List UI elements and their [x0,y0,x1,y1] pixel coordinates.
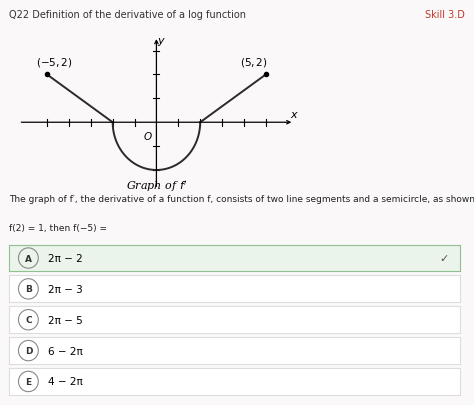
Text: Q22 Definition of the derivative of a log function: Q22 Definition of the derivative of a lo… [9,9,246,19]
Text: $O$: $O$ [143,130,153,142]
Text: C: C [25,315,32,324]
Text: 6 − 2π: 6 − 2π [48,346,82,356]
Text: D: D [25,346,32,355]
Text: 2π − 5: 2π − 5 [48,315,82,325]
Text: B: B [25,285,32,294]
Text: ✓: ✓ [439,254,448,263]
Text: The graph of f′, the derivative of a function f, consists of two line segments a: The graph of f′, the derivative of a fun… [9,194,474,203]
Text: A: A [25,254,32,263]
Text: $(-5, 2)$: $(-5, 2)$ [36,56,73,69]
Text: 4 − 2π: 4 − 2π [48,377,82,386]
Text: $x$: $x$ [290,110,299,120]
Text: $y$: $y$ [157,36,166,48]
Text: 2π − 2: 2π − 2 [48,254,82,263]
Text: Skill 3.D: Skill 3.D [425,9,465,19]
Text: f(2) = 1, then f(−5) =: f(2) = 1, then f(−5) = [9,223,108,232]
Text: 2π − 3: 2π − 3 [48,284,82,294]
Text: Graph of $f'$: Graph of $f'$ [126,178,187,193]
Text: E: E [25,377,31,386]
Text: $(5, 2)$: $(5, 2)$ [239,56,267,69]
